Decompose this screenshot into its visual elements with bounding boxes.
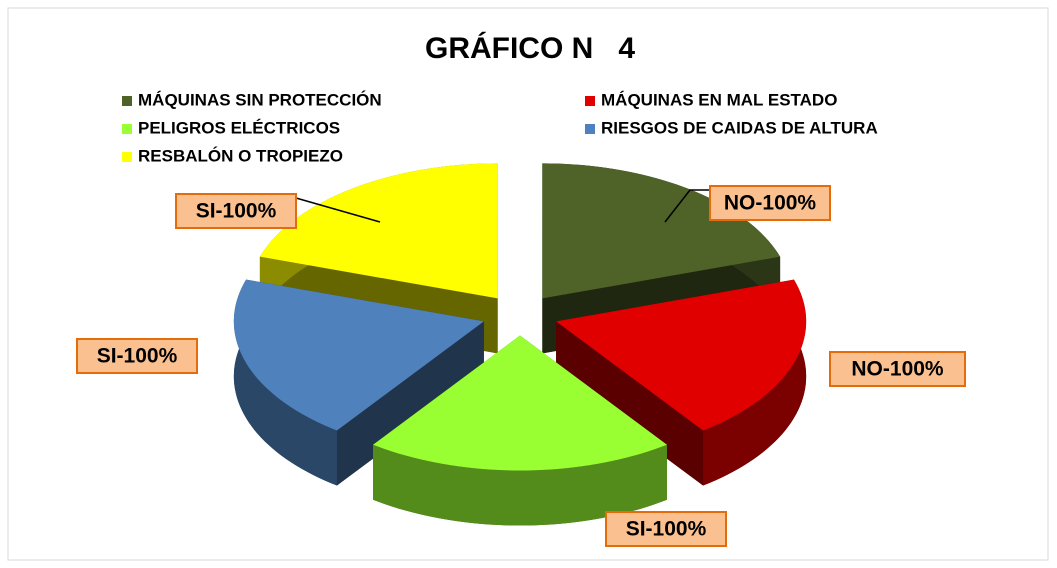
slice-side bbox=[233, 279, 337, 486]
data-label: SI-100% bbox=[97, 345, 178, 368]
leader-line bbox=[295, 197, 381, 223]
data-label-box bbox=[76, 338, 198, 374]
data-label: NO-100% bbox=[724, 192, 817, 215]
data-label: SI-100% bbox=[196, 200, 277, 223]
data-label: SI-100% bbox=[626, 518, 707, 541]
legend-label: RIESGOS DE CAIDAS DE ALTURA bbox=[601, 118, 878, 137]
legend-swatch bbox=[585, 96, 595, 106]
slice-top bbox=[259, 163, 498, 299]
slice bbox=[233, 279, 484, 486]
legend-label: RESBALÓN O TROPIEZO bbox=[138, 146, 343, 165]
slice-side bbox=[703, 279, 807, 486]
data-label-box bbox=[829, 351, 966, 387]
legend-swatch bbox=[122, 96, 132, 106]
legend-label: MÁQUINAS EN MAL ESTADO bbox=[601, 90, 837, 109]
data-label-box bbox=[175, 193, 297, 229]
slice-top bbox=[233, 279, 484, 431]
leader-line bbox=[664, 189, 710, 223]
legend-swatch bbox=[122, 124, 132, 134]
legend-swatch bbox=[122, 152, 132, 162]
slice-top bbox=[556, 279, 807, 431]
data-label-box bbox=[709, 185, 831, 221]
legend-label: PELIGROS ELÉCTRICOS bbox=[138, 118, 340, 137]
slice-side bbox=[373, 444, 667, 526]
slice-top bbox=[373, 335, 667, 471]
data-label-box bbox=[605, 511, 727, 547]
slice bbox=[373, 335, 667, 526]
slice-top bbox=[542, 163, 781, 299]
chart-title: GRÁFICO N 4 bbox=[425, 31, 635, 65]
slice bbox=[556, 279, 807, 486]
data-label: NO-100% bbox=[851, 358, 944, 381]
legend-swatch bbox=[585, 124, 595, 134]
legend-label: MÁQUINAS SIN PROTECCIÓN bbox=[138, 90, 382, 109]
